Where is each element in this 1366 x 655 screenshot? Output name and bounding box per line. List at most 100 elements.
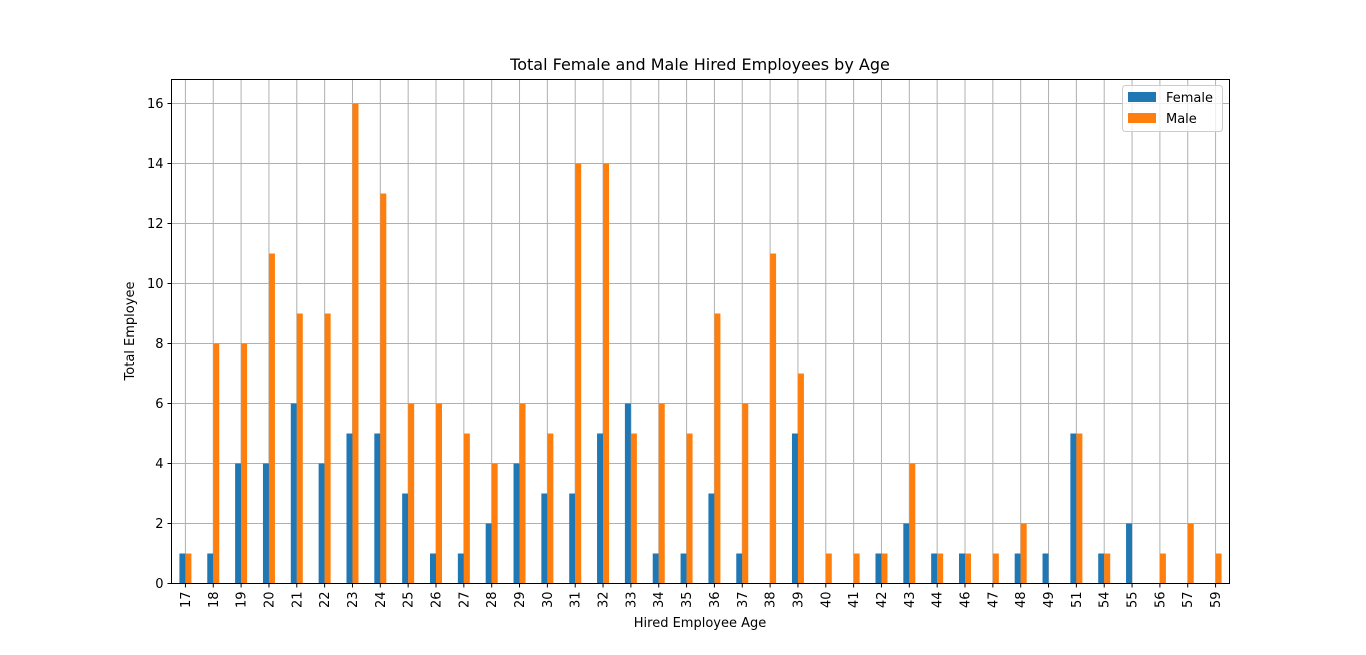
chart-title: Total Female and Male Hired Employees by… [509, 55, 890, 74]
x-tick-label: 38 [764, 592, 779, 609]
bar-male-35 [686, 433, 693, 584]
bar-male-31 [575, 163, 582, 584]
x-tick-label: 17 [179, 592, 194, 609]
x-tick-label: 49 [1042, 592, 1057, 609]
bar-male-36 [714, 313, 721, 584]
x-ticks: 17 18 19 20 21 22 23 24 25 26 27 28 29 30 31 32 33 34 35 36… [179, 583, 1224, 609]
x-tick-label: 29 [513, 592, 528, 609]
bar-male-47 [992, 553, 999, 584]
bar-female-43 [903, 523, 910, 584]
bar-male-27 [463, 433, 470, 584]
bar-male-41 [853, 553, 860, 584]
x-tick-label: 23 [346, 592, 361, 609]
bar-female-22 [318, 463, 325, 584]
bar-female-21 [290, 403, 297, 584]
x-tick-label: 31 [569, 592, 584, 609]
bar-male-56 [1159, 553, 1166, 584]
bar-female-20 [262, 463, 269, 584]
x-tick-label: 47 [986, 592, 1001, 609]
bar-female-39 [791, 433, 798, 584]
x-axis-label: Hired Employee Age [634, 616, 767, 631]
bar-male-25 [408, 403, 415, 584]
bar-female-30 [541, 493, 548, 584]
y-tick-label: 4 [155, 457, 163, 472]
bar-male-18 [213, 343, 220, 584]
bar-female-18 [207, 553, 214, 584]
x-tick-label: 22 [318, 592, 333, 609]
bar-female-17 [179, 553, 186, 584]
bar-male-43 [909, 463, 916, 584]
x-tick-label: 41 [847, 592, 862, 609]
bar-female-37 [736, 553, 743, 584]
bar-male-22 [324, 313, 331, 584]
plot-frame [171, 79, 1230, 584]
bar-female-54 [1098, 553, 1105, 584]
x-tick-label: 42 [875, 592, 890, 609]
y-tick-label: 12 [147, 217, 164, 232]
y-tick-label: 0 [155, 577, 163, 592]
bar-male-38 [770, 253, 777, 584]
bar-male-24 [380, 193, 387, 584]
y-axis-label: Total Employee [123, 282, 138, 382]
bar-male-40 [825, 553, 832, 584]
legend-swatch-female [1128, 92, 1156, 102]
x-tick-label: 57 [1181, 592, 1196, 609]
bar-female-26 [430, 553, 436, 584]
x-tick-label: 20 [262, 592, 277, 609]
x-tick-label: 30 [541, 592, 556, 609]
bar-male-42 [881, 553, 888, 584]
y-ticks: 0 2 4 6 8 10 12 14 16 [147, 97, 172, 592]
bar-male-57 [1187, 523, 1194, 584]
bar-male-30 [547, 433, 554, 584]
x-tick-label: 40 [819, 592, 834, 609]
x-tick-label: 26 [430, 592, 445, 609]
x-tick-label: 34 [652, 592, 667, 609]
x-tick-label: 19 [235, 592, 250, 609]
legend-swatch-male [1128, 113, 1156, 123]
bar-female-51 [1070, 433, 1077, 584]
bar-female-49 [1042, 553, 1049, 584]
x-tick-label: 48 [1014, 592, 1029, 609]
x-tick-label: 46 [959, 592, 974, 609]
bar-female-32 [597, 433, 604, 584]
x-tick-label: 18 [207, 592, 222, 609]
y-tick-label: 16 [147, 97, 164, 112]
legend-label-female: Female [1166, 91, 1213, 106]
x-tick-label: 54 [1098, 592, 1113, 609]
bar-female-27 [457, 553, 464, 584]
bar-female-35 [680, 553, 687, 584]
legend: Female Male [1122, 85, 1223, 132]
bar-male-29 [519, 403, 526, 584]
bar-male-59 [1215, 553, 1222, 584]
y-tick-label: 6 [155, 397, 163, 412]
x-tick-label: 39 [791, 592, 806, 609]
bar-female-36 [708, 493, 715, 584]
bar-female-28 [485, 523, 492, 584]
x-tick-label: 44 [931, 592, 946, 609]
x-tick-label: 32 [597, 592, 612, 609]
bar-female-55 [1126, 523, 1133, 584]
x-tick-label: 43 [903, 592, 918, 609]
bar-male-21 [296, 313, 303, 584]
bar-female-33 [624, 403, 631, 584]
bar-female-23 [346, 433, 353, 584]
x-tick-label: 27 [457, 592, 472, 609]
bar-female-46 [959, 553, 965, 584]
bar-female-44 [931, 553, 938, 584]
bar-male-23 [352, 103, 359, 584]
x-tick-label: 35 [680, 592, 695, 609]
bar-male-54 [1104, 553, 1111, 584]
bar-female-25 [402, 493, 409, 584]
bar-female-31 [569, 493, 576, 584]
x-tick-label: 59 [1209, 592, 1224, 609]
y-tick-label: 10 [147, 277, 164, 292]
bar-male-48 [1020, 523, 1027, 584]
y-tick-label: 14 [147, 157, 164, 172]
bar-female-29 [513, 463, 520, 584]
bar-male-33 [630, 433, 637, 584]
bars [179, 103, 1222, 584]
x-tick-label: 25 [402, 592, 417, 609]
x-tick-label: 33 [624, 592, 639, 609]
legend-label-male: Male [1166, 112, 1197, 127]
